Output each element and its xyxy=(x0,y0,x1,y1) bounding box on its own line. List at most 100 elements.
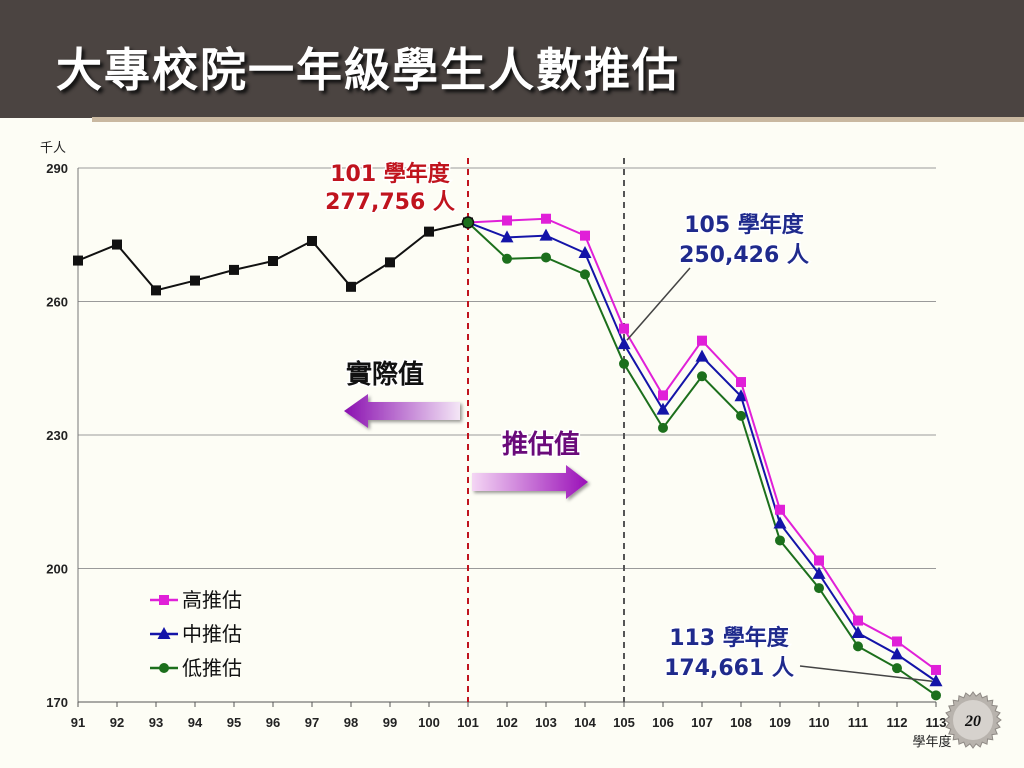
x-tick-label: 106 xyxy=(652,715,674,730)
x-tick-label: 95 xyxy=(227,715,241,730)
x-tick-label: 99 xyxy=(383,715,397,730)
x-tick-label: 103 xyxy=(535,715,557,730)
data-point-actual xyxy=(190,275,200,286)
annotation-a113-line2: 174,661 人 xyxy=(664,656,794,681)
annotation-leader-113 xyxy=(799,665,933,683)
x-tick-label: 108 xyxy=(730,715,752,730)
data-point-mid xyxy=(656,402,670,415)
arrow-left-actual xyxy=(344,394,460,428)
data-point-high xyxy=(775,504,785,515)
data-point-mid xyxy=(890,647,904,660)
y-tick-label: 260 xyxy=(46,295,68,310)
x-tick-label: 93 xyxy=(149,715,163,730)
data-point-mid xyxy=(695,349,709,362)
legend-marker-high xyxy=(159,595,169,605)
annotation-a105-line1: 105 學年度 xyxy=(684,212,805,238)
data-point-low xyxy=(814,583,824,594)
x-tick-label: 92 xyxy=(110,715,124,730)
annotation-leader-105 xyxy=(626,267,691,341)
x-tick-label: 110 xyxy=(809,715,830,730)
y-tick-label: 170 xyxy=(46,695,68,710)
legend-label-high: 高推估 xyxy=(182,588,242,612)
x-tick-label: 97 xyxy=(305,715,319,730)
x-tick-label: 109 xyxy=(769,715,791,730)
data-point-actual xyxy=(385,257,395,268)
annotation-a101-line2: 277,756 人 xyxy=(325,190,455,215)
legend-marker-mid xyxy=(157,627,171,639)
data-point-low xyxy=(580,269,590,280)
data-point-actual xyxy=(112,239,122,250)
data-point-high xyxy=(619,323,629,334)
header-underline xyxy=(92,117,1024,122)
estimate-label: 推估值 xyxy=(502,430,580,460)
annotation-a105-line2: 250,426 人 xyxy=(679,243,809,268)
arrow-right-estimate xyxy=(472,465,588,499)
x-tick-label: 102 xyxy=(496,715,518,730)
slide-header xyxy=(0,0,1024,118)
data-point-low xyxy=(775,535,785,546)
data-point-actual xyxy=(307,235,317,246)
data-point-101-shared xyxy=(461,216,475,229)
x-tick-label: 101 xyxy=(457,715,479,730)
data-point-actual xyxy=(424,226,434,237)
data-point-high xyxy=(502,215,512,226)
data-point-mid xyxy=(539,228,553,241)
data-point-low xyxy=(619,358,629,369)
legend-label-mid: 中推估 xyxy=(182,622,242,646)
annotation-a113-line1: 113 學年度 xyxy=(669,625,790,651)
actual-label: 實際值 xyxy=(346,359,424,390)
data-point-low xyxy=(541,252,551,263)
page-number: 20 xyxy=(964,713,981,730)
legend-marker-low xyxy=(159,663,169,673)
data-point-mid xyxy=(500,230,514,243)
data-point-mid xyxy=(773,516,787,529)
series-actual xyxy=(73,217,473,296)
legend-label-low: 低推估 xyxy=(182,656,242,680)
data-point-actual xyxy=(268,256,278,267)
data-point-high xyxy=(814,555,824,566)
data-point-mid xyxy=(851,626,865,639)
series-low xyxy=(467,221,941,701)
x-tick-label: 96 xyxy=(266,715,280,730)
data-point-low xyxy=(853,641,863,652)
data-point-high xyxy=(658,390,668,401)
x-tick-label: 112 xyxy=(887,715,908,730)
x-tick-label: 94 xyxy=(188,715,203,730)
y-unit-label: 千人 xyxy=(40,141,66,156)
data-point-actual xyxy=(151,285,161,296)
data-point-mid xyxy=(929,674,943,687)
data-point-low xyxy=(736,410,746,421)
data-point-mid xyxy=(578,245,592,258)
data-point-high xyxy=(892,636,902,647)
data-point-high xyxy=(580,230,590,241)
data-point-high xyxy=(541,213,551,224)
x-axis-label: 學年度 xyxy=(912,734,951,750)
series-high xyxy=(467,213,941,675)
x-tick-label: 107 xyxy=(691,715,713,730)
x-tick-label: 105 xyxy=(613,715,635,730)
y-tick-label: 200 xyxy=(46,562,68,577)
data-point-low xyxy=(931,690,941,701)
data-point-actual xyxy=(346,281,356,292)
data-point-actual xyxy=(73,255,83,266)
annotation-a101-line1: 101 學年度 xyxy=(330,161,451,187)
slide-title: 大專校院一年級學生人數推估 xyxy=(56,43,680,97)
x-tick-label: 100 xyxy=(418,715,440,730)
data-point-low xyxy=(658,422,668,433)
y-tick-label: 230 xyxy=(46,428,68,443)
page-number-badge-center xyxy=(953,700,993,740)
x-tick-label: 104 xyxy=(574,715,596,730)
data-point-actual xyxy=(229,264,239,275)
data-point-high xyxy=(697,335,707,346)
data-point-high xyxy=(853,615,863,626)
data-point-high xyxy=(931,664,941,675)
data-point-mid xyxy=(812,566,826,579)
x-tick-label: 98 xyxy=(344,715,358,730)
data-point-low xyxy=(892,663,902,674)
data-point-high xyxy=(736,377,746,388)
data-point-low xyxy=(502,253,512,264)
data-point-low xyxy=(697,371,707,382)
y-tick-label: 290 xyxy=(46,161,68,176)
data-point-mid xyxy=(734,389,748,402)
